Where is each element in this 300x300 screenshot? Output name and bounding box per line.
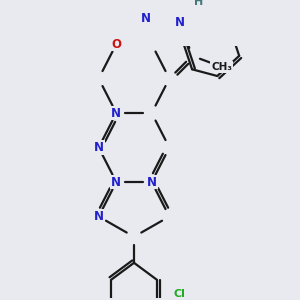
Text: Cl: Cl — [173, 289, 185, 299]
Text: N: N — [111, 106, 121, 119]
Text: H: H — [194, 0, 203, 7]
Text: O: O — [111, 38, 121, 51]
Text: N: N — [94, 141, 104, 154]
Text: N: N — [141, 12, 151, 25]
Text: CH₃: CH₃ — [211, 62, 232, 72]
Text: N: N — [94, 210, 104, 223]
Text: N: N — [147, 176, 157, 188]
Text: N: N — [111, 176, 121, 188]
Text: N: N — [175, 16, 185, 29]
